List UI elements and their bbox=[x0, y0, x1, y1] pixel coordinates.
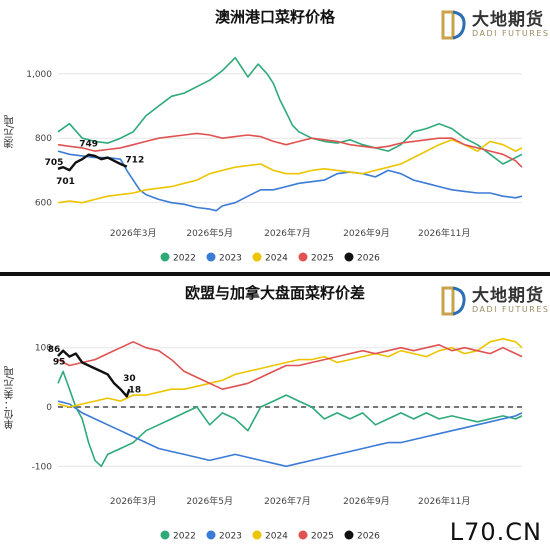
x-tick-label: 2026年7月 bbox=[264, 495, 311, 507]
data-label: 18 bbox=[129, 385, 142, 395]
legend-marker-2023[interactable] bbox=[206, 252, 216, 262]
x-tick-label: 2026年5月 bbox=[186, 495, 233, 507]
legend-marker-2025[interactable] bbox=[298, 252, 308, 262]
legend-marker-2024[interactable] bbox=[252, 530, 262, 540]
y-tick-label: 0 bbox=[46, 403, 52, 413]
bottom-logo: 大地期货 DADI FUTURES bbox=[440, 286, 549, 316]
x-tick-label: 2026年3月 bbox=[110, 495, 157, 507]
top-chart-title: 澳洲港口菜籽价格 bbox=[214, 8, 335, 26]
top-chart-svg: 600 800 1,000 2026年3月 2026年5月 2026年7月 2026年9月 2… bbox=[26, 56, 523, 264]
data-label: 749 bbox=[79, 140, 98, 150]
bottom-chart-svg: -100 0 100 2026年3月 2026年5月 2026年7月 2026年9月 2026… bbox=[32, 338, 523, 542]
series-line-2025 bbox=[57, 341, 523, 390]
legend-marker-2022[interactable] bbox=[160, 530, 170, 540]
x-tick-label: 2026年7月 bbox=[264, 227, 311, 239]
data-label: 86 bbox=[48, 345, 61, 355]
data-label: 705 bbox=[45, 158, 64, 168]
legend-marker-2024[interactable] bbox=[252, 252, 262, 262]
top-logo: 大地期货 DADI FUTURES bbox=[440, 10, 549, 40]
bottom-chart-panel: 欧盟与加拿大盘面菜籽价差 大地期货 DADI FUTURES 单位：美元/吨 -… bbox=[0, 276, 550, 550]
legend-label-2025[interactable]: 2025 bbox=[311, 254, 334, 264]
y-tick-label: 1,000 bbox=[26, 70, 52, 80]
panel-divider bbox=[0, 272, 550, 276]
legend-label-2024[interactable]: 2024 bbox=[265, 532, 288, 542]
logo-en-text: DADI FUTURES bbox=[472, 305, 550, 314]
x-tick-label: 2026年11月 bbox=[418, 495, 470, 507]
series-line-2022 bbox=[57, 56, 523, 165]
series-line-2025 bbox=[57, 132, 523, 168]
legend-marker-2025[interactable] bbox=[298, 530, 308, 540]
x-tick-label: 2026年9月 bbox=[343, 495, 390, 507]
series-line-2023 bbox=[57, 150, 523, 212]
series-line-2022 bbox=[57, 370, 523, 468]
dadi-logo-icon bbox=[440, 10, 466, 40]
dadi-logo-icon bbox=[440, 286, 466, 316]
series-line-2026 bbox=[57, 349, 131, 398]
top-chart-panel: 澳洲港口菜籽价格 大地期货 DADI FUTURES 澳元/吨 600 800 1,… bbox=[0, 0, 550, 272]
legend-label-2026[interactable]: 2026 bbox=[357, 532, 380, 542]
legend-label-2025[interactable]: 2025 bbox=[311, 532, 334, 542]
legend-label-2023[interactable]: 2023 bbox=[219, 532, 242, 542]
watermark-text: L70.CN bbox=[449, 518, 542, 546]
data-label: 95 bbox=[53, 358, 66, 368]
logo-cn-text: 大地期货 bbox=[472, 286, 544, 306]
legend-marker-2026[interactable] bbox=[344, 530, 354, 540]
y-tick-label: 800 bbox=[35, 134, 52, 144]
x-tick-label: 2026年3月 bbox=[110, 227, 157, 239]
legend-marker-2023[interactable] bbox=[206, 530, 216, 540]
data-label: 712 bbox=[125, 156, 144, 166]
logo-cn-text: 大地期货 bbox=[472, 10, 544, 30]
legend-label-2022[interactable]: 2022 bbox=[173, 254, 196, 264]
x-tick-label: 2026年11月 bbox=[418, 227, 470, 239]
legend-marker-2026[interactable] bbox=[344, 252, 354, 262]
legend-label-2026[interactable]: 2026 bbox=[357, 254, 380, 264]
y-tick-label: 100 bbox=[35, 344, 52, 354]
series-line-2024 bbox=[57, 139, 523, 204]
data-label: 701 bbox=[56, 177, 75, 187]
series-line-2023 bbox=[57, 400, 523, 468]
legend-marker-2022[interactable] bbox=[160, 252, 170, 262]
x-tick-label: 2026年9月 bbox=[343, 227, 390, 239]
x-tick-label: 2026年5月 bbox=[186, 227, 233, 239]
legend-label-2022[interactable]: 2022 bbox=[173, 532, 196, 542]
data-label: 30 bbox=[123, 374, 136, 384]
y-tick-label: -100 bbox=[32, 462, 53, 472]
series-line-2026 bbox=[57, 153, 128, 172]
y-tick-label: 600 bbox=[35, 199, 52, 209]
bottom-chart-title: 欧盟与加拿大盘面菜籽价差 bbox=[184, 284, 365, 302]
legend-label-2023[interactable]: 2023 bbox=[219, 254, 242, 264]
series-line-2024 bbox=[57, 338, 523, 408]
logo-en-text: DADI FUTURES bbox=[472, 29, 550, 38]
legend-label-2024[interactable]: 2024 bbox=[265, 254, 288, 264]
